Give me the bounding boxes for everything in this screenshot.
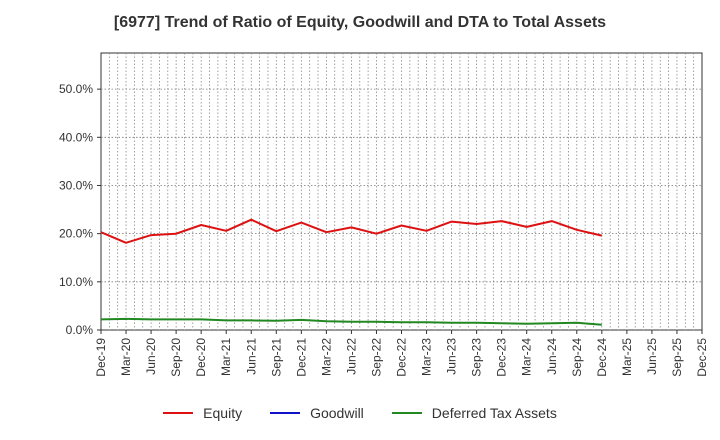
y-tick-label: 10.0% — [59, 275, 93, 289]
y-tick-label: 30.0% — [59, 178, 93, 192]
x-tick-label: Mar-24 — [520, 338, 534, 376]
grid-layer — [101, 53, 702, 330]
x-tick-label: Dec-21 — [294, 338, 308, 377]
y-tick-label: 50.0% — [59, 82, 93, 96]
x-tick-label: Mar-22 — [319, 338, 333, 376]
y-tick-label: 20.0% — [59, 227, 93, 241]
x-tick-label: Jun-24 — [545, 338, 559, 375]
series-line-equity — [100, 218, 603, 244]
legend-item-goodwill: Goodwill — [270, 405, 364, 421]
x-axis: Dec-19 Mar-20 Jun-20 Sep-20 Dec-20 Mar-21 Jun-… — [94, 330, 709, 377]
chart-title: [6977] Trend of Ratio of Equity, Goodwil… — [113, 14, 607, 31]
x-tick-label: Sep-22 — [369, 338, 383, 377]
legend-item-equity: Equity — [163, 405, 242, 421]
legend-swatch-equity — [163, 412, 194, 414]
x-tick-label: Mar-25 — [620, 338, 634, 376]
x-tick-label: Sep-21 — [269, 338, 283, 377]
x-tick-label: Mar-23 — [420, 338, 434, 376]
x-tick-label: Dec-24 — [595, 338, 609, 377]
x-tick-label: Mar-20 — [119, 338, 133, 376]
legend-label-deferred-tax-assets: Deferred Tax Assets — [431, 405, 557, 421]
legend-swatch-goodwill — [270, 412, 301, 414]
legend-item-deferred-tax-assets: Deferred Tax Assets — [391, 405, 557, 421]
x-tick-label: Sep-24 — [570, 338, 584, 377]
x-tick-label: Dec-19 — [94, 338, 108, 377]
x-tick-label: Dec-22 — [395, 338, 409, 377]
x-tick-label: Sep-20 — [169, 338, 183, 377]
x-tick-label: Dec-25 — [695, 338, 709, 377]
x-tick-label: Jun-25 — [645, 338, 659, 375]
series-line-deferred-tax-assets — [100, 317, 602, 326]
y-axis: 0.0% 10.0% 20.0% 30.0% 40.0% 50.0% — [59, 82, 101, 337]
y-tick-label: 40.0% — [59, 130, 93, 144]
x-tick-label: Mar-21 — [219, 338, 233, 376]
legend-swatch-deferred-tax-assets — [391, 412, 422, 414]
x-tick-label: Sep-25 — [670, 338, 684, 377]
legend: Equity Goodwill Deferred Tax Assets — [0, 405, 720, 421]
legend-label-equity: Equity — [203, 405, 243, 421]
x-tick-label: Jun-20 — [144, 338, 158, 375]
x-tick-label: Jun-21 — [244, 338, 258, 375]
y-tick-label: 0.0% — [66, 323, 94, 337]
legend-label-goodwill: Goodwill — [310, 405, 364, 421]
series-layer — [100, 218, 603, 326]
x-tick-label: Sep-23 — [470, 338, 484, 377]
x-tick-label: Jun-23 — [445, 338, 459, 375]
x-tick-label: Jun-22 — [344, 338, 358, 375]
x-tick-label: Dec-20 — [194, 338, 208, 377]
x-tick-label: Dec-23 — [495, 338, 509, 377]
